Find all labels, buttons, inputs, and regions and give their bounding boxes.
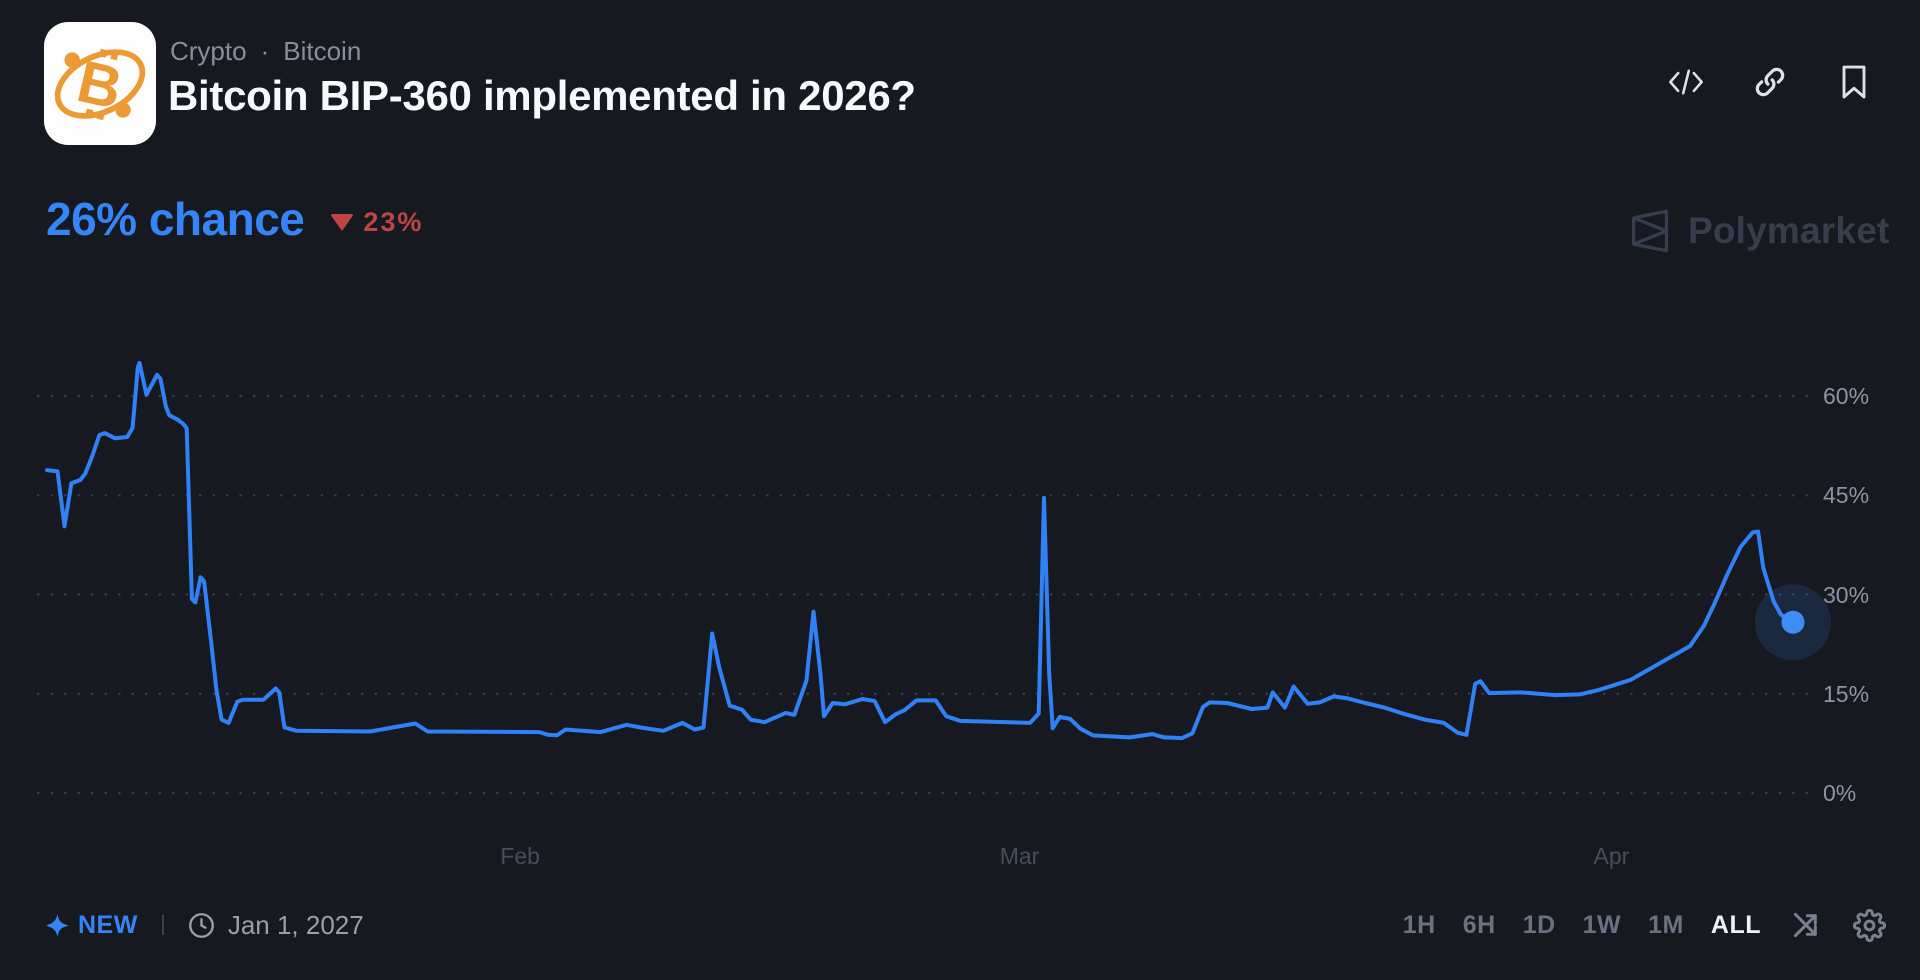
gear-icon — [1852, 908, 1886, 942]
chance-value: 26% chance — [46, 193, 305, 245]
brand-watermark: Polymarket — [1630, 208, 1890, 254]
range-button-1d[interactable]: 1D — [1522, 910, 1556, 939]
deadline: Jan 1, 2027 — [188, 910, 364, 941]
breadcrumb-separator: · — [260, 36, 270, 66]
embed-code-icon — [1669, 69, 1703, 95]
x-tick-label: Apr — [1593, 843, 1630, 869]
clock-icon — [188, 912, 214, 938]
range-button-1m[interactable]: 1M — [1648, 910, 1684, 939]
polymarket-logo-icon — [1631, 209, 1669, 253]
x-tick-label: Feb — [500, 843, 540, 869]
current-point-dot — [1781, 610, 1805, 634]
top-actions — [1664, 60, 1876, 104]
footer-left: NEW Jan 1, 2027 — [46, 905, 364, 945]
range-button-1h[interactable]: 1H — [1402, 910, 1436, 939]
y-tick-label: 30% — [1823, 581, 1870, 608]
breadcrumb-subcategory[interactable]: Bitcoin — [283, 36, 362, 66]
breadcrumb-category[interactable]: Crypto — [170, 36, 247, 66]
divider — [161, 915, 164, 935]
bookmark-icon — [1842, 65, 1866, 99]
expand-icon — [1793, 912, 1817, 938]
range-button-6h[interactable]: 6H — [1462, 910, 1496, 939]
range-buttons: 1H 6H 1D 1W 1M ALL — [1403, 911, 1761, 940]
y-tick-label: 60% — [1823, 383, 1870, 409]
bitcoin-orbit-icon: B — [54, 47, 146, 122]
bookmark-button[interactable] — [1832, 60, 1876, 104]
link-icon — [1755, 67, 1785, 97]
brand-name: Polymarket — [1688, 210, 1890, 251]
probability-line — [45, 360, 1795, 741]
y-tick-label: 45% — [1823, 482, 1870, 509]
chance-row: 26% chance 23% — [46, 192, 423, 246]
y-tick-label: 0% — [1823, 780, 1857, 806]
page-title: Bitcoin BIP-360 implemented in 2026? — [168, 72, 916, 119]
expand-chart-button[interactable] — [1788, 907, 1824, 943]
market-icon: B — [44, 22, 156, 145]
new-badge: NEW — [46, 911, 138, 940]
y-tick-label: 15% — [1823, 680, 1870, 707]
sparkle-icon — [46, 913, 69, 937]
range-button-1w[interactable]: 1W — [1582, 910, 1622, 939]
price-history-chart[interactable] — [0, 350, 1880, 830]
new-label: NEW — [78, 910, 138, 939]
embed-code-button[interactable] — [1664, 60, 1708, 104]
change-badge: 23% — [330, 207, 423, 238]
end-date: Jan 1, 2027 — [227, 909, 364, 940]
change-value: 23% — [363, 206, 424, 237]
chart-controls: 1H 6H 1D 1W 1M ALL — [1403, 905, 1887, 945]
chart-settings-button[interactable] — [1851, 907, 1887, 943]
range-button-all[interactable]: ALL — [1710, 910, 1761, 939]
copy-link-button[interactable] — [1748, 60, 1792, 104]
down-arrow-icon — [330, 213, 355, 231]
breadcrumb: Crypto · Bitcoin — [170, 36, 361, 67]
x-tick-label: Mar — [999, 843, 1040, 869]
